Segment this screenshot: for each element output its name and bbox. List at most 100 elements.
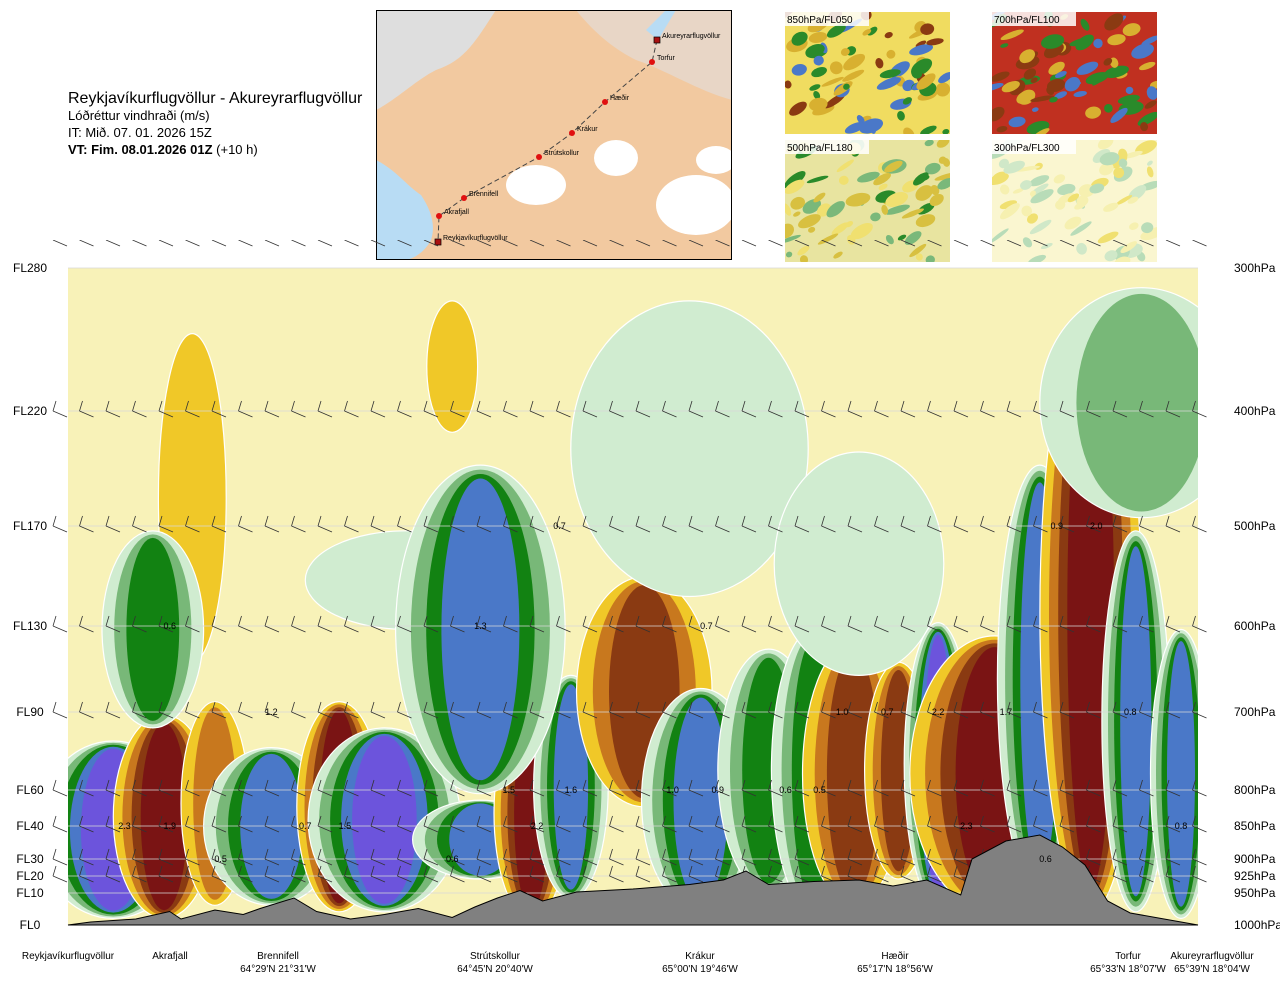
issue-time: IT: Mið. 07. 01. 2026 15Z — [68, 125, 212, 140]
route-map: Akureyrarflugvöllur Torfur Hæðir Krákur Strú… — [376, 10, 732, 260]
value-label: 2.2 — [932, 707, 945, 717]
pressure-tick: 500hPa — [1234, 519, 1276, 533]
thumbnail-4[interactable]: 300hPa/FL300 — [992, 140, 1157, 262]
map-waypoint-marker — [536, 154, 542, 160]
waypoint-label: Reykjavíkurflugvöllur — [22, 951, 115, 962]
map-point-label: Akrafjall — [444, 209, 469, 216]
map-airport-marker — [653, 36, 661, 44]
value-label: 0.7 — [700, 621, 713, 631]
map-waypoint-marker — [461, 195, 467, 201]
flight-level-tick: FL170 — [13, 519, 47, 533]
waypoint-axis: Reykjavíkurflugvöllur Akrafjall Brennifell… — [22, 950, 1254, 975]
value-label: 1.9 — [163, 821, 176, 831]
value-label: 0.7 — [553, 521, 566, 531]
pressure-tick: 400hPa — [1234, 404, 1276, 418]
wind-barbs — [52, 240, 1207, 883]
map-point-label: Hæðir — [610, 94, 630, 102]
map-point-label: Reykjavíkurflugvöllur — [443, 235, 508, 242]
value-label: 2.3 — [118, 821, 131, 831]
pressure-tick: 800hPa — [1234, 783, 1276, 797]
map-point-label: Brennifell — [469, 191, 499, 198]
value-label: 0.9 — [1051, 521, 1064, 531]
thumbnail-label: 850hPa/FL050 — [787, 15, 853, 26]
waypoint-label: Akrafjall — [152, 951, 188, 962]
terrain-profile — [67, 834, 1199, 926]
thumbnail-label: 700hPa/FL100 — [994, 15, 1060, 26]
thumbnail-3[interactable]: 500hPa/FL180 — [785, 140, 950, 262]
value-label: 1.5 — [339, 821, 352, 831]
waypoint-coord: 65°00'N 19°46'W — [662, 964, 738, 975]
variable-title: Lóðréttur vindhraði (m/s) — [68, 108, 210, 123]
flight-level-tick: FL220 — [13, 404, 47, 418]
flight-level-axis: FL280 FL220 FL170 FL130 FL90 FL60 FL40 FL30 FL20… — [13, 261, 47, 932]
flight-level-tick: FL130 — [13, 619, 47, 633]
waypoint-coord: 64°45'N 20°40'W — [457, 964, 533, 975]
thumbnail-label: 300hPa/FL300 — [994, 143, 1060, 154]
value-label: 0.6 — [1039, 854, 1052, 864]
vertical-velocity-field — [68, 287, 1198, 920]
waypoint-label: Strútskollur — [470, 951, 521, 962]
value-label: 1.2 — [265, 707, 278, 717]
value-label: 1.0 — [836, 707, 849, 717]
pressure-tick: 600hPa — [1234, 619, 1276, 633]
flight-level-tick: FL10 — [16, 886, 44, 900]
value-label: 1.5 — [502, 785, 515, 795]
flight-level-tick: FL90 — [16, 705, 44, 719]
waypoint-coord: 64°29'N 21°31'W — [240, 964, 316, 975]
pressure-tick: 850hPa — [1234, 819, 1276, 833]
value-label: 0.8 — [1175, 821, 1188, 831]
thumbnail-2[interactable]: 700hPa/FL100 — [992, 12, 1157, 134]
value-label: 2.3 — [960, 821, 973, 831]
pressure-axis: 300hPa 400hPa 500hPa 600hPa 700hPa 800hPa 850h… — [1234, 261, 1280, 932]
value-label: 2.2 — [531, 821, 544, 831]
map-waypoint-marker — [569, 130, 575, 136]
map-route: Akureyrarflugvöllur Torfur Hæðir Krákur Strú… — [434, 33, 721, 246]
value-labels: 0.6 2.3 1.9 0.5 1.2 0.7 1.5 1.3 0.6 1.5 0.7 2.2 1.6 0… — [118, 521, 1187, 864]
value-label: 0.5 — [813, 785, 826, 795]
pressure-tick: 1000hPa — [1234, 918, 1280, 932]
map-waypoint-marker — [602, 99, 608, 105]
waypoint-label: Akureyrarflugvöllur — [1170, 951, 1254, 962]
route-title: Reykjavíkurflugvöllur - Akureyrarflugvöl… — [68, 90, 363, 107]
valid-time-label: VT: Fim. 08.01.2026 01Z — [68, 142, 213, 157]
value-label: 1.0 — [666, 785, 679, 795]
waypoint-coord: 65°33'N 18°07'W — [1090, 964, 1166, 975]
flight-level-tick: FL280 — [13, 261, 47, 275]
flight-level-tick: FL30 — [16, 852, 44, 866]
waypoint-label: Hæðir — [881, 950, 909, 962]
value-label: 0.8 — [1124, 707, 1137, 717]
map-point-label: Krákur — [577, 126, 598, 133]
valid-time-offset: (+10 h) — [216, 142, 258, 157]
waypoint-coord: 65°39'N 18°04'W — [1174, 964, 1250, 975]
pressure-tick: 300hPa — [1234, 261, 1276, 275]
map-airport-marker — [434, 238, 442, 246]
pressure-tick: 950hPa — [1234, 886, 1276, 900]
flight-level-tick: FL40 — [16, 819, 44, 833]
value-label: 0.6 — [163, 621, 176, 631]
value-label: 0.6 — [446, 854, 459, 864]
valid-time: VT: Fim. 08.01.2026 01Z (+10 h) — [68, 141, 362, 158]
value-label: 1.3 — [474, 621, 487, 631]
map-point-label: Akureyrarflugvöllur — [662, 33, 721, 40]
thumbnail-label: 500hPa/FL180 — [787, 143, 853, 154]
pressure-tick: 900hPa — [1234, 852, 1276, 866]
map-point-label: Strútskollur — [544, 150, 580, 157]
value-label: 0.9 — [712, 785, 725, 795]
pressure-tick: 700hPa — [1234, 705, 1276, 719]
value-label: 1.7 — [1000, 707, 1013, 717]
waypoint-coord: 65°17'N 18°56'W — [857, 964, 933, 975]
map-point-label: Torfur — [657, 55, 676, 62]
waypoint-label: Brennifell — [257, 951, 299, 962]
value-label: 0.6 — [779, 785, 792, 795]
pressure-tick: 925hPa — [1234, 869, 1276, 883]
flight-level-tick: FL20 — [16, 869, 44, 883]
value-label: 0.5 — [214, 854, 227, 864]
flight-level-tick: FL60 — [16, 783, 44, 797]
waypoint-label: Torfur — [1115, 951, 1141, 962]
value-label: 2.0 — [1090, 521, 1103, 531]
map-waypoint-marker — [649, 59, 655, 65]
cross-section-chart: 0.6 2.3 1.9 0.5 1.2 0.7 1.5 1.3 0.6 1.5 0.7 2.2 1.6 0… — [13, 240, 1280, 975]
chart-header: Reykjavíkurflugvöllur - Akureyrarflugvöl… — [68, 90, 362, 158]
thumbnail-1[interactable]: 850hPa/FL050 — [785, 12, 950, 134]
